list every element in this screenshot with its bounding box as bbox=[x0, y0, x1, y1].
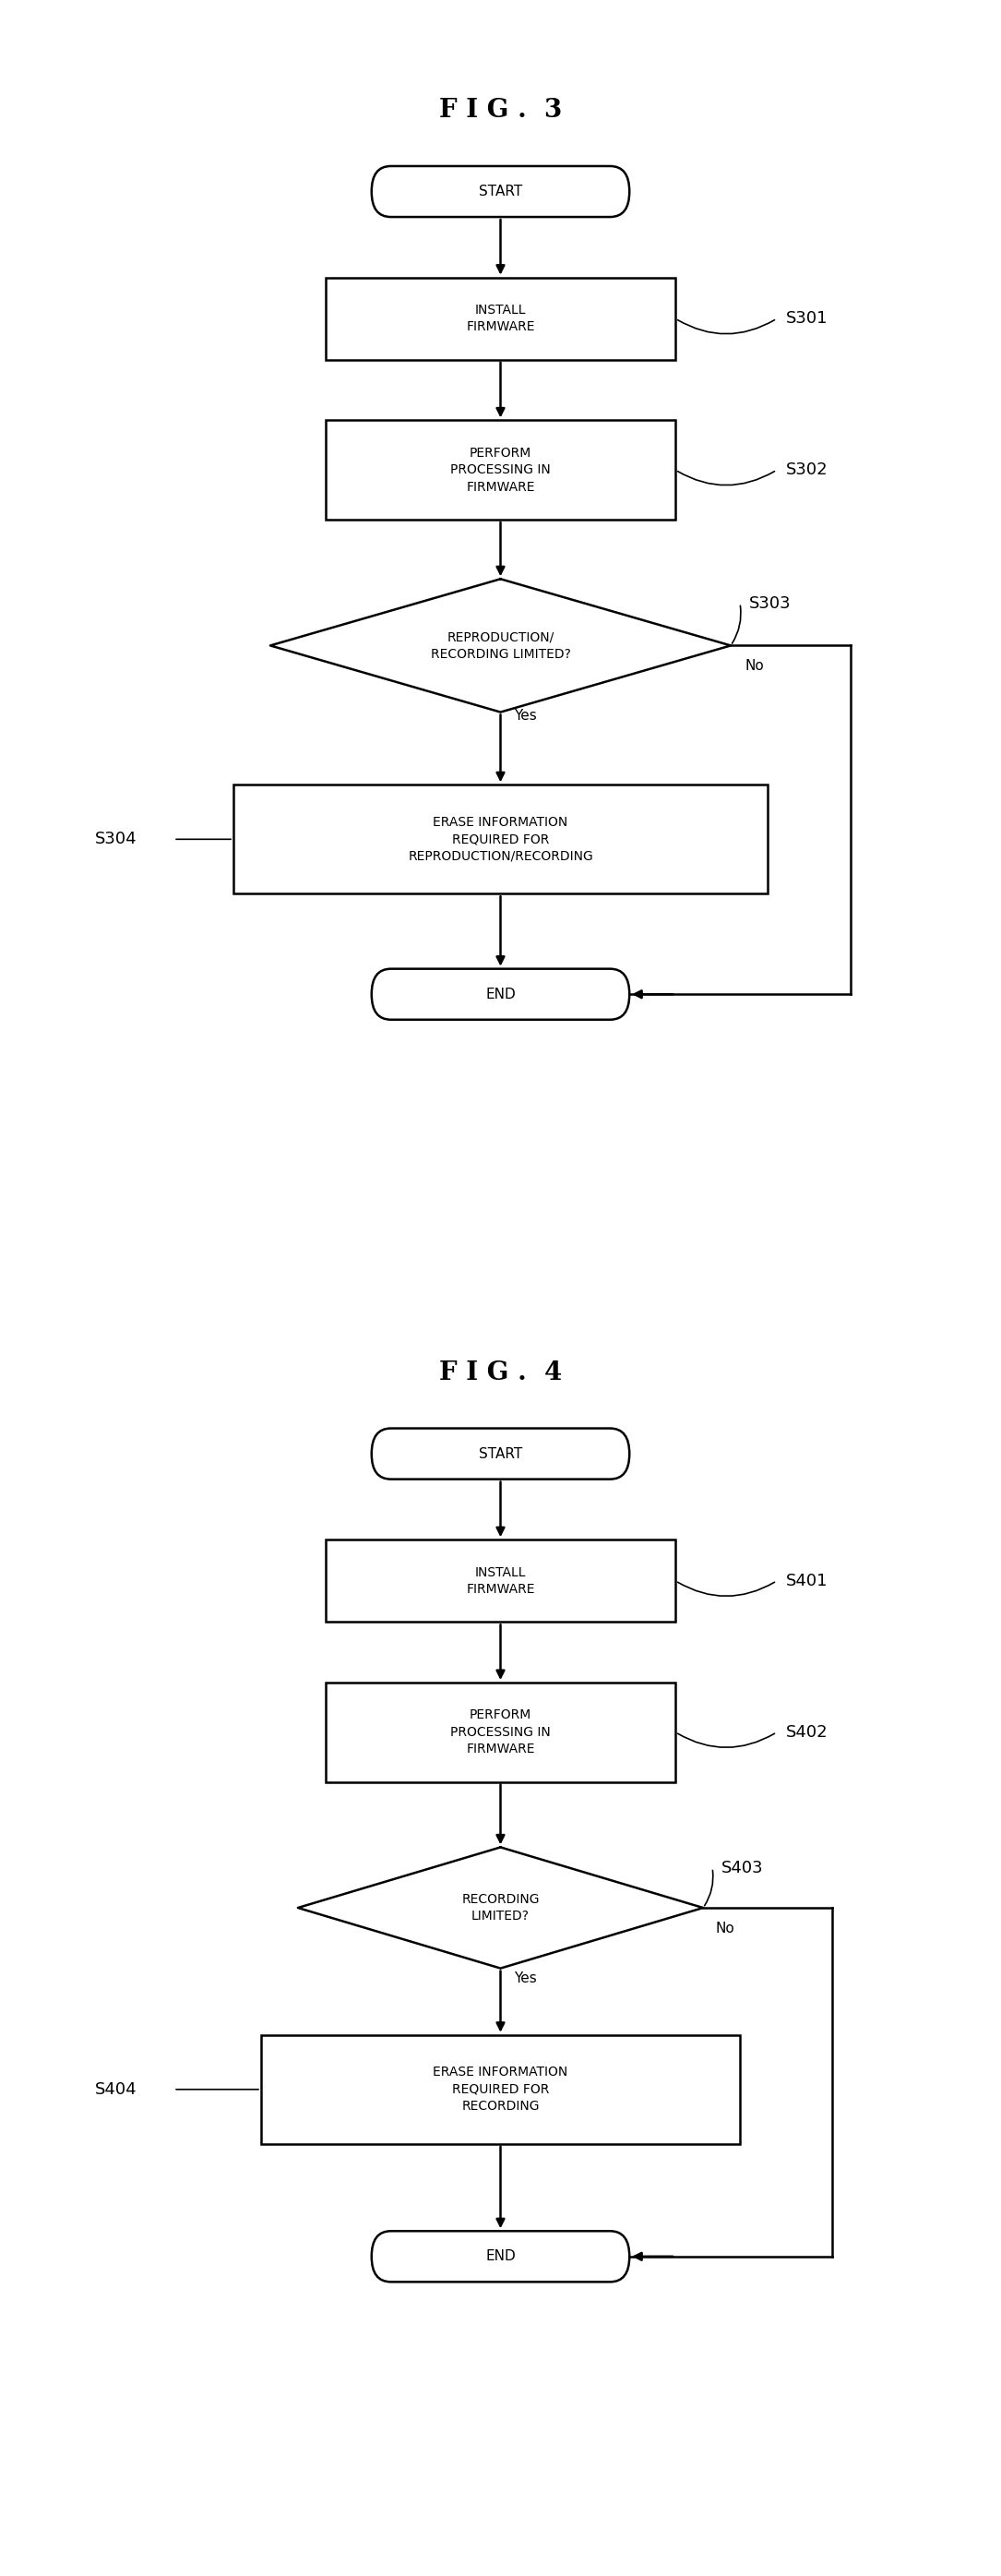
Text: START: START bbox=[478, 185, 523, 198]
Text: END: END bbox=[485, 987, 516, 1002]
FancyBboxPatch shape bbox=[371, 165, 630, 216]
Text: S304: S304 bbox=[95, 832, 137, 848]
Text: RECORDING
LIMITED?: RECORDING LIMITED? bbox=[461, 1893, 540, 1922]
FancyBboxPatch shape bbox=[371, 1427, 630, 1479]
Text: S301: S301 bbox=[786, 309, 828, 327]
Polygon shape bbox=[298, 1847, 703, 1968]
Bar bbox=[325, 1682, 676, 1783]
Text: PERFORM
PROCESSING IN
FIRMWARE: PERFORM PROCESSING IN FIRMWARE bbox=[450, 1708, 551, 1757]
Text: INSTALL
FIRMWARE: INSTALL FIRMWARE bbox=[466, 304, 535, 335]
Text: F I G .  3: F I G . 3 bbox=[439, 98, 562, 124]
Text: START: START bbox=[478, 1448, 523, 1461]
Bar bbox=[325, 278, 676, 361]
Text: S404: S404 bbox=[95, 2081, 137, 2097]
Bar bbox=[325, 420, 676, 520]
Text: INSTALL
FIRMWARE: INSTALL FIRMWARE bbox=[466, 1566, 535, 1597]
Text: No: No bbox=[715, 1922, 734, 1935]
Bar bbox=[261, 2035, 740, 2143]
Text: S303: S303 bbox=[749, 595, 791, 611]
Bar bbox=[233, 786, 768, 894]
Text: Yes: Yes bbox=[515, 708, 538, 724]
Text: S403: S403 bbox=[722, 1860, 764, 1875]
Text: S401: S401 bbox=[786, 1571, 828, 1589]
Text: REPRODUCTION/
RECORDING LIMITED?: REPRODUCTION/ RECORDING LIMITED? bbox=[430, 631, 571, 659]
Text: S402: S402 bbox=[786, 1723, 828, 1741]
Text: F I G .  4: F I G . 4 bbox=[439, 1360, 562, 1386]
Text: ERASE INFORMATION
REQUIRED FOR
RECORDING: ERASE INFORMATION REQUIRED FOR RECORDING bbox=[433, 2066, 568, 2112]
Text: No: No bbox=[745, 659, 764, 672]
Bar bbox=[325, 1540, 676, 1623]
Text: S302: S302 bbox=[786, 461, 828, 479]
FancyBboxPatch shape bbox=[371, 2231, 630, 2282]
Text: PERFORM
PROCESSING IN
FIRMWARE: PERFORM PROCESSING IN FIRMWARE bbox=[450, 446, 551, 495]
FancyBboxPatch shape bbox=[371, 969, 630, 1020]
Text: END: END bbox=[485, 2249, 516, 2264]
Text: Yes: Yes bbox=[515, 1971, 538, 1986]
Polygon shape bbox=[270, 580, 731, 711]
Text: ERASE INFORMATION
REQUIRED FOR
REPRODUCTION/RECORDING: ERASE INFORMATION REQUIRED FOR REPRODUCT… bbox=[407, 817, 594, 863]
